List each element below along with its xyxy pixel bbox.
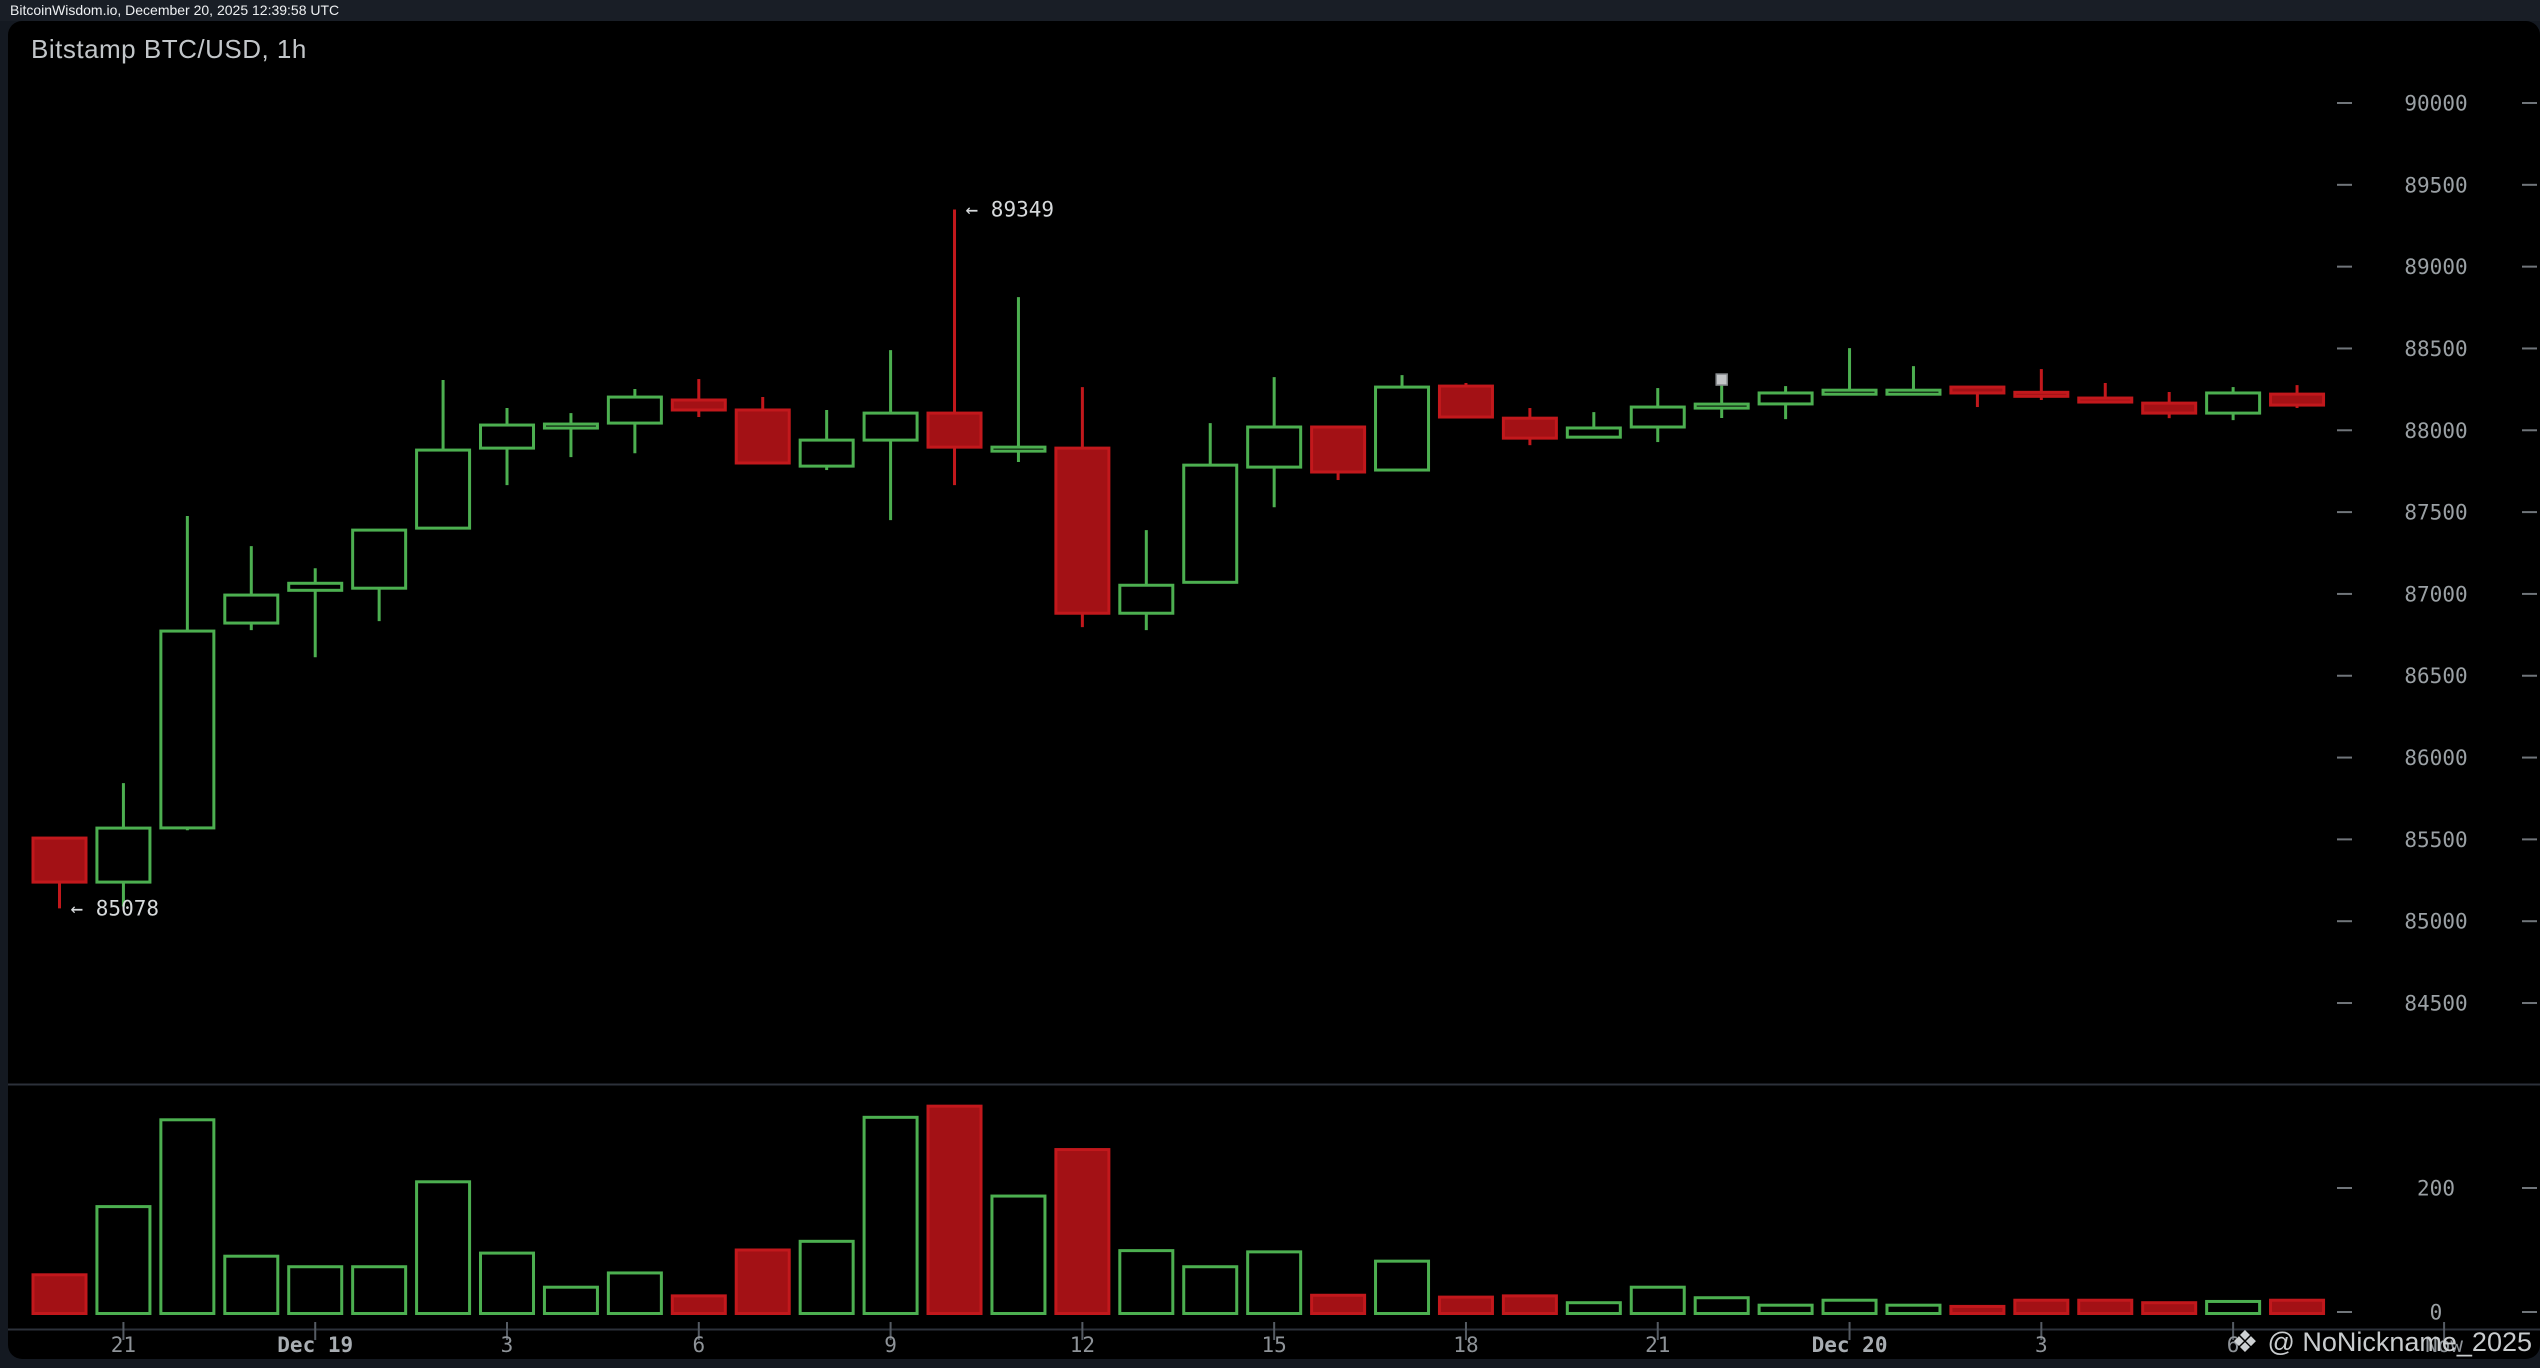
watermark-handle: @ NoNickname_2025: [2267, 1327, 2532, 1357]
status-bar-text: BitcoinWisdom.io, December 20, 2025 12:3…: [10, 2, 340, 18]
chart-title: Bitstamp BTC/USD, 1h: [31, 34, 307, 64]
status-bar: BitcoinWisdom.io, December 20, 2025 12:3…: [0, 0, 2540, 21]
watermark: ❖ @ NoNickname_2025: [2232, 1327, 2532, 1358]
four-diamonds-icon: ❖: [2231, 1325, 2259, 1359]
chart-panel[interactable]: [8, 21, 2540, 1359]
